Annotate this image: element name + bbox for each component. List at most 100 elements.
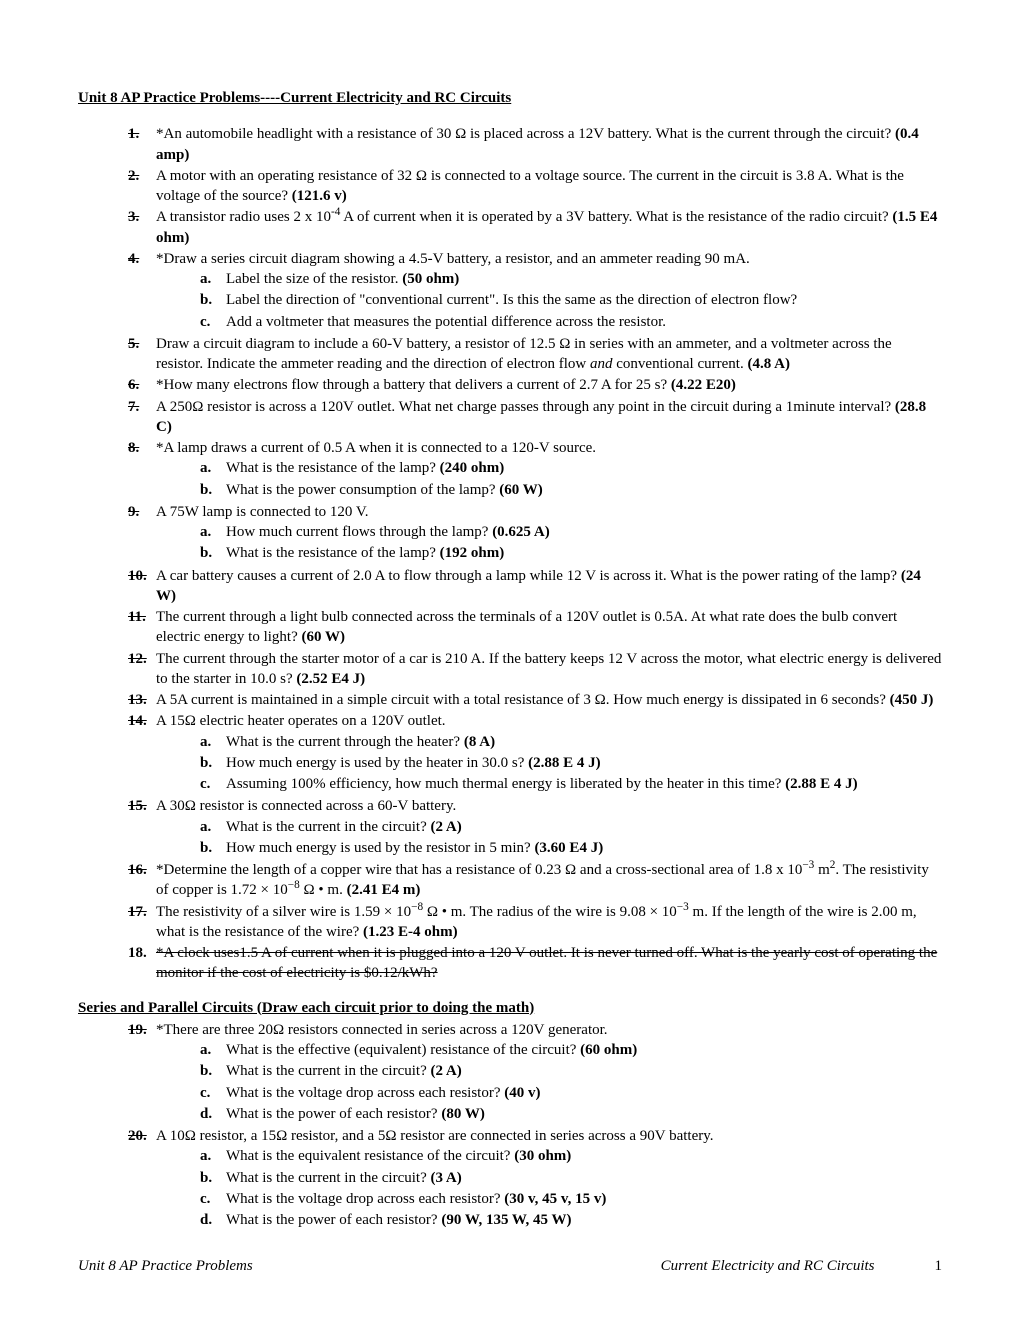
sub-letter: a. <box>200 522 226 542</box>
sub-letter: b. <box>200 1061 226 1081</box>
sub-item: a.What is the effective (equivalent) res… <box>200 1040 942 1060</box>
problems-section-1: 1.*An automobile headlight with a resist… <box>78 124 942 983</box>
problem-text: A 75W lamp is connected to 120 V. <box>156 502 942 522</box>
problem: 9.A 75W lamp is connected to 120 V.a.How… <box>128 502 942 565</box>
sub-letter: c. <box>200 1189 226 1209</box>
problem: 20.A 10Ω resistor, a 15Ω resistor, and a… <box>128 1126 942 1231</box>
sub-item: b.What is the current in the circuit? (2… <box>200 1061 942 1081</box>
sub-letter: b. <box>200 753 226 773</box>
problem-number: 15. <box>128 796 156 859</box>
problem-number: 2. <box>128 166 156 207</box>
sub-content: What is the power consumption of the lam… <box>226 480 942 500</box>
problem-number: 1. <box>128 124 156 165</box>
problem: 6.*How many electrons flow through a bat… <box>128 375 942 395</box>
problem-number: 13. <box>128 690 156 710</box>
problem-number: 17. <box>128 902 156 943</box>
problem-text: *Draw a series circuit diagram showing a… <box>156 249 942 269</box>
sub-content: What is the resistance of the lamp? (192… <box>226 543 942 563</box>
sub-item: d.What is the power of each resistor? (8… <box>200 1104 942 1124</box>
problem-number: 12. <box>128 649 156 690</box>
problem-content: *A clock uses1.5 A of current when it is… <box>156 943 942 984</box>
problem-text: *There are three 20Ω resistors connected… <box>156 1020 942 1040</box>
problem: 5.Draw a circuit diagram to include a 60… <box>128 334 942 375</box>
problem-content: Draw a circuit diagram to include a 60-V… <box>156 334 942 375</box>
problem-number: 10. <box>128 566 156 607</box>
problem-text: *A clock uses1.5 A of current when it is… <box>156 943 942 984</box>
sub-content: What is the effective (equivalent) resis… <box>226 1040 942 1060</box>
sub-item: c.What is the voltage drop across each r… <box>200 1189 942 1209</box>
sub-letter: b. <box>200 543 226 563</box>
sub-content: What is the voltage drop across each res… <box>226 1083 942 1103</box>
problem: 4.*Draw a series circuit diagram showing… <box>128 249 942 333</box>
problem-content: A 250Ω resistor is across a 120V outlet.… <box>156 397 942 438</box>
problem-text: *How many electrons flow through a batte… <box>156 375 942 395</box>
sub-letter: c. <box>200 1083 226 1103</box>
sub-content: Assuming 100% efficiency, how much therm… <box>226 774 942 794</box>
problem-text: The current through a light bulb connect… <box>156 607 942 648</box>
sub-letter: c. <box>200 312 226 332</box>
problem-text: A 10Ω resistor, a 15Ω resistor, and a 5Ω… <box>156 1126 942 1146</box>
footer-left: Unit 8 AP Practice Problems <box>78 1256 253 1276</box>
problem-number: 14. <box>128 711 156 795</box>
problem: 10.A car battery causes a current of 2.0… <box>128 566 942 607</box>
sub-letter: b. <box>200 838 226 858</box>
sub-content: Label the direction of "conventional cur… <box>226 290 942 310</box>
sub-content: How much energy is used by the resistor … <box>226 838 942 858</box>
sub-item: c.What is the voltage drop across each r… <box>200 1083 942 1103</box>
problem-content: *Draw a series circuit diagram showing a… <box>156 249 942 333</box>
problem-text: Draw a circuit diagram to include a 60-V… <box>156 334 942 375</box>
sub-items: a.How much current flows through the lam… <box>156 522 942 564</box>
sub-item: a.How much current flows through the lam… <box>200 522 942 542</box>
sub-content: Add a voltmeter that measures the potent… <box>226 312 942 332</box>
sub-items: a.What is the equivalent resistance of t… <box>156 1146 942 1230</box>
sub-item: b.Label the direction of "conventional c… <box>200 290 942 310</box>
sub-letter: b. <box>200 290 226 310</box>
sub-letter: c. <box>200 774 226 794</box>
problem-text: A 250Ω resistor is across a 120V outlet.… <box>156 397 942 438</box>
problem-text: A 15Ω electric heater operates on a 120V… <box>156 711 942 731</box>
page-title: Unit 8 AP Practice Problems----Current E… <box>78 88 942 108</box>
sub-items: a.What is the effective (equivalent) res… <box>156 1040 942 1124</box>
problem-number: 8. <box>128 438 156 501</box>
problem-number: 5. <box>128 334 156 375</box>
sub-letter: a. <box>200 817 226 837</box>
sub-content: What is the resistance of the lamp? (240… <box>226 458 942 478</box>
problem-content: The current through the starter motor of… <box>156 649 942 690</box>
problem-content: *How many electrons flow through a batte… <box>156 375 942 395</box>
sub-items: a.Label the size of the resistor. (50 oh… <box>156 269 942 332</box>
problem-text: A 30Ω resistor is connected across a 60-… <box>156 796 942 816</box>
sub-content: What is the current through the heater? … <box>226 732 942 752</box>
problem-number: 4. <box>128 249 156 333</box>
problem-content: *A lamp draws a current of 0.5 A when it… <box>156 438 942 501</box>
sub-item: a.What is the resistance of the lamp? (2… <box>200 458 942 478</box>
sub-letter: b. <box>200 1168 226 1188</box>
problem-number: 6. <box>128 375 156 395</box>
problem-content: *Determine the length of a copper wire t… <box>156 860 942 901</box>
sub-item: a.What is the current through the heater… <box>200 732 942 752</box>
problem: 7.A 250Ω resistor is across a 120V outle… <box>128 397 942 438</box>
problem-text: A motor with an operating resistance of … <box>156 166 942 207</box>
problem: 19.*There are three 20Ω resistors connec… <box>128 1020 942 1125</box>
sub-item: c.Add a voltmeter that measures the pote… <box>200 312 942 332</box>
sub-letter: a. <box>200 458 226 478</box>
sub-items: a.What is the current in the circuit? (2… <box>156 817 942 859</box>
problem: 12.The current through the starter motor… <box>128 649 942 690</box>
problem-content: A 30Ω resistor is connected across a 60-… <box>156 796 942 859</box>
sub-letter: b. <box>200 480 226 500</box>
problem-content: *An automobile headlight with a resistan… <box>156 124 942 165</box>
sub-content: What is the power of each resistor? (80 … <box>226 1104 942 1124</box>
sub-items: a.What is the resistance of the lamp? (2… <box>156 458 942 500</box>
problem-content: A 10Ω resistor, a 15Ω resistor, and a 5Ω… <box>156 1126 942 1231</box>
problem-content: A 75W lamp is connected to 120 V.a.How m… <box>156 502 942 565</box>
problem: 15.A 30Ω resistor is connected across a … <box>128 796 942 859</box>
problem: 11.The current through a light bulb conn… <box>128 607 942 648</box>
problem: 18.*A clock uses1.5 A of current when it… <box>128 943 942 984</box>
problem: 1.*An automobile headlight with a resist… <box>128 124 942 165</box>
sub-item: b.How much energy is used by the resisto… <box>200 838 942 858</box>
sub-letter: a. <box>200 1040 226 1060</box>
page-number: 1 <box>935 1256 943 1276</box>
sub-item: c.Assuming 100% efficiency, how much the… <box>200 774 942 794</box>
problem-number: 11. <box>128 607 156 648</box>
sub-content: How much current flows through the lamp?… <box>226 522 942 542</box>
sub-letter: a. <box>200 1146 226 1166</box>
